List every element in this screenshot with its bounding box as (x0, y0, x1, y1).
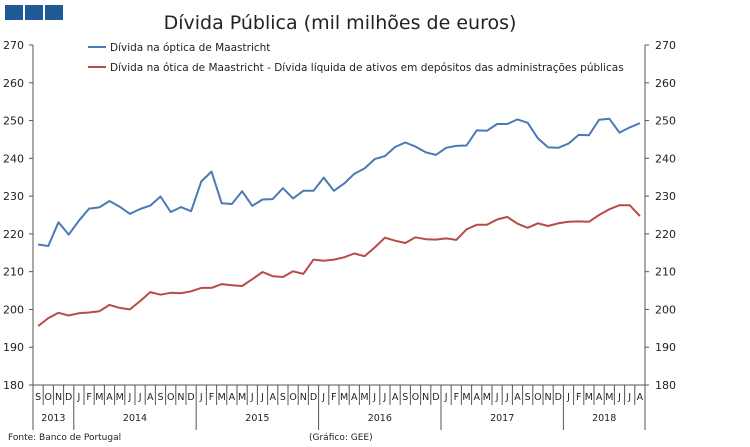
month-label: F (576, 392, 581, 403)
credit-note: (Gráfico: GEE) (309, 433, 373, 443)
month-label: A (514, 392, 521, 403)
month-label: J (76, 392, 80, 403)
month-label: A (351, 392, 358, 403)
month-label: J (505, 392, 509, 403)
month-label: M (585, 392, 593, 403)
y-tick-label-left: 190 (3, 341, 24, 354)
month-label: N (545, 392, 552, 403)
year-label: 2018 (592, 413, 616, 424)
month-label: J (566, 392, 570, 403)
y-tick-label-right: 250 (655, 115, 676, 128)
series-line-maastricht (37, 117, 641, 247)
month-label: D (432, 392, 439, 403)
month-label: A (473, 392, 480, 403)
month-label: D (65, 392, 72, 403)
logo-square (5, 5, 23, 20)
logo-square (45, 5, 63, 20)
y-tick-label-right: 210 (655, 266, 676, 279)
y-tick-label-left: 240 (3, 152, 24, 165)
month-label: M (462, 392, 470, 403)
month-label: D (310, 392, 317, 403)
y-tick-label-left: 220 (3, 228, 24, 241)
month-label: J (617, 392, 621, 403)
year-label: 2013 (41, 413, 65, 424)
month-label: N (300, 392, 307, 403)
year-label: 2016 (368, 413, 392, 424)
month-label: J (372, 392, 376, 403)
month-label: S (157, 392, 163, 403)
month-label: N (422, 392, 429, 403)
chart-title: Dívida Pública (mil milhões de euros) (164, 12, 517, 34)
y-tick-label-right: 180 (655, 379, 676, 392)
month-label: D (187, 392, 194, 403)
y-tick-label-right: 270 (655, 39, 676, 52)
y-tick-label-left: 270 (3, 39, 24, 52)
month-label: J (250, 392, 254, 403)
month-label: J (138, 392, 142, 403)
month-label: A (229, 392, 236, 403)
month-label: N (55, 392, 62, 403)
month-label: D (555, 392, 562, 403)
month-label: O (45, 392, 52, 403)
gee-logo (5, 5, 63, 20)
month-label: J (382, 392, 386, 403)
month-label: J (627, 392, 631, 403)
month-label: M (483, 392, 491, 403)
month-label: O (412, 392, 419, 403)
year-label: 2014 (123, 413, 147, 424)
y-tick-label-right: 240 (655, 152, 676, 165)
logo-square (25, 5, 43, 20)
month-label: F (86, 392, 91, 403)
month-label: A (392, 392, 399, 403)
month-label: S (525, 392, 531, 403)
month-label: A (596, 392, 603, 403)
month-label: M (95, 392, 103, 403)
y-tick-label-left: 260 (3, 77, 24, 90)
legend-label-net-debt: Dívida na ótica de Maastricht - Dívida l… (110, 62, 624, 74)
month-label: J (260, 392, 264, 403)
year-label: 2015 (245, 413, 269, 424)
y-tick-label-left: 250 (3, 115, 24, 128)
source-note: Fonte: Banco de Portugal (8, 433, 121, 443)
month-label: J (495, 392, 499, 403)
month-label: O (289, 392, 296, 403)
y-tick-label-right: 220 (655, 228, 676, 241)
y-tick-label-left: 230 (3, 190, 24, 203)
y-tick-label-right: 190 (655, 341, 676, 354)
month-label: A (269, 392, 276, 403)
month-label: F (454, 392, 459, 403)
month-label: J (321, 392, 325, 403)
month-label: M (116, 392, 124, 403)
month-label: M (605, 392, 613, 403)
y-tick-label-left: 200 (3, 303, 24, 316)
month-label: M (360, 392, 368, 403)
month-label: S (35, 392, 41, 403)
month-label: O (534, 392, 541, 403)
y-tick-label-left: 180 (3, 379, 24, 392)
month-label: S (402, 392, 408, 403)
month-label: A (637, 392, 644, 403)
month-label: J (127, 392, 131, 403)
month-label: F (209, 392, 214, 403)
month-label: F (331, 392, 336, 403)
year-label: 2017 (490, 413, 514, 424)
month-label: M (218, 392, 226, 403)
month-label: S (280, 392, 286, 403)
month-label: M (340, 392, 348, 403)
y-tick-label-right: 200 (655, 303, 676, 316)
y-tick-label-right: 260 (655, 77, 676, 90)
month-label: N (177, 392, 184, 403)
month-label: O (167, 392, 174, 403)
legend: Dívida na óptica de Maastricht Dívida na… (88, 42, 624, 74)
month-label: A (147, 392, 154, 403)
series-line-net-debt (37, 204, 641, 327)
legend-label-maastricht: Dívida na óptica de Maastricht (110, 42, 270, 54)
y-tick-label-right: 230 (655, 190, 676, 203)
month-label: J (199, 392, 203, 403)
month-label: J (444, 392, 448, 403)
month-label: A (106, 392, 113, 403)
y-tick-label-left: 210 (3, 266, 24, 279)
month-label: M (238, 392, 246, 403)
